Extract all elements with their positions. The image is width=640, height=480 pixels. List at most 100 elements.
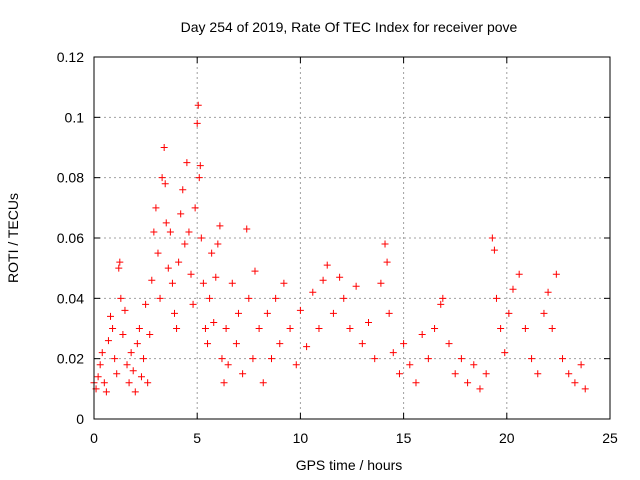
data-point xyxy=(137,373,145,381)
data-point xyxy=(142,300,150,308)
data-point xyxy=(323,261,331,269)
data-point xyxy=(490,246,498,254)
data-point xyxy=(464,379,472,387)
data-point xyxy=(140,355,148,363)
data-point xyxy=(482,370,490,378)
data-point xyxy=(340,294,348,302)
data-point xyxy=(377,279,385,287)
plot-frame xyxy=(93,56,611,420)
y-tick-label: 0 xyxy=(76,411,84,427)
data-point xyxy=(146,331,154,339)
data-point xyxy=(201,325,209,332)
data-point xyxy=(358,340,366,348)
data-point xyxy=(104,337,112,345)
data-point xyxy=(185,228,193,236)
data-point xyxy=(309,288,317,296)
data-point xyxy=(303,343,311,351)
data-point xyxy=(119,331,127,339)
data-point xyxy=(123,361,131,369)
data-point xyxy=(183,159,191,167)
data-point xyxy=(540,309,548,317)
data-point xyxy=(204,340,212,348)
data-point xyxy=(249,355,257,363)
data-point xyxy=(187,270,195,278)
data-point xyxy=(259,379,267,387)
data-point xyxy=(121,306,129,314)
data-point xyxy=(577,361,585,369)
data-point xyxy=(406,361,414,369)
data-points xyxy=(90,101,589,396)
data-point xyxy=(581,385,589,393)
x-tick-label: 25 xyxy=(602,430,618,446)
data-point xyxy=(181,240,189,248)
data-point xyxy=(161,180,169,188)
data-point xyxy=(509,285,517,293)
data-point xyxy=(346,325,354,332)
x-tick-label: 10 xyxy=(293,430,309,446)
data-point xyxy=(389,349,397,357)
data-point xyxy=(268,355,276,363)
data-point xyxy=(195,174,203,182)
data-point xyxy=(175,258,183,266)
data-point xyxy=(158,174,166,182)
data-point xyxy=(457,355,465,363)
data-point xyxy=(292,361,300,369)
data-point xyxy=(385,309,393,317)
data-point xyxy=(505,309,513,317)
data-point xyxy=(296,306,304,314)
data-point xyxy=(437,300,445,308)
data-point xyxy=(197,234,205,242)
data-point xyxy=(194,101,202,109)
data-point xyxy=(431,325,439,332)
data-point xyxy=(319,276,327,284)
data-point xyxy=(212,273,220,281)
data-point xyxy=(488,234,496,242)
data-point xyxy=(552,270,560,278)
data-point xyxy=(445,340,453,348)
data-point xyxy=(216,222,224,230)
data-point xyxy=(451,370,459,378)
data-point xyxy=(565,370,573,378)
y-tick-label: 0.06 xyxy=(57,230,84,246)
data-point xyxy=(228,279,236,287)
data-point xyxy=(166,228,174,236)
data-point xyxy=(148,276,156,284)
data-point xyxy=(116,258,124,266)
data-point xyxy=(544,288,552,296)
data-point xyxy=(418,331,426,339)
data-point xyxy=(173,325,181,332)
data-point xyxy=(170,309,178,317)
data-point xyxy=(412,379,420,387)
data-point xyxy=(559,355,567,363)
data-point xyxy=(395,370,403,378)
data-point xyxy=(111,355,119,363)
axes xyxy=(93,56,611,420)
data-point xyxy=(206,294,214,302)
data-point xyxy=(162,219,170,227)
data-point xyxy=(315,325,323,332)
data-point xyxy=(234,309,242,317)
y-axis-label: ROTI / TECUs xyxy=(5,193,21,283)
data-point xyxy=(94,373,102,381)
tick-labels: 0 5 10 15 20 25 0 0.02 0.04 0.06 0.08 0.1 0.12 xyxy=(57,49,618,446)
data-point xyxy=(127,349,135,357)
data-point xyxy=(150,228,158,236)
x-tick-label: 0 xyxy=(90,430,98,446)
data-point xyxy=(571,379,579,387)
data-point xyxy=(168,279,176,287)
data-point xyxy=(218,355,226,363)
data-point xyxy=(501,349,509,357)
data-point xyxy=(365,318,373,326)
data-point xyxy=(263,309,271,317)
data-point xyxy=(272,294,280,302)
data-point xyxy=(177,210,185,218)
data-point xyxy=(98,349,106,357)
x-tick-label: 5 xyxy=(193,430,201,446)
data-point xyxy=(239,370,247,378)
data-point xyxy=(352,282,360,290)
y-tick-label: 0.08 xyxy=(57,170,84,186)
data-point xyxy=(381,240,389,248)
data-point xyxy=(189,300,197,308)
data-point xyxy=(115,264,123,272)
